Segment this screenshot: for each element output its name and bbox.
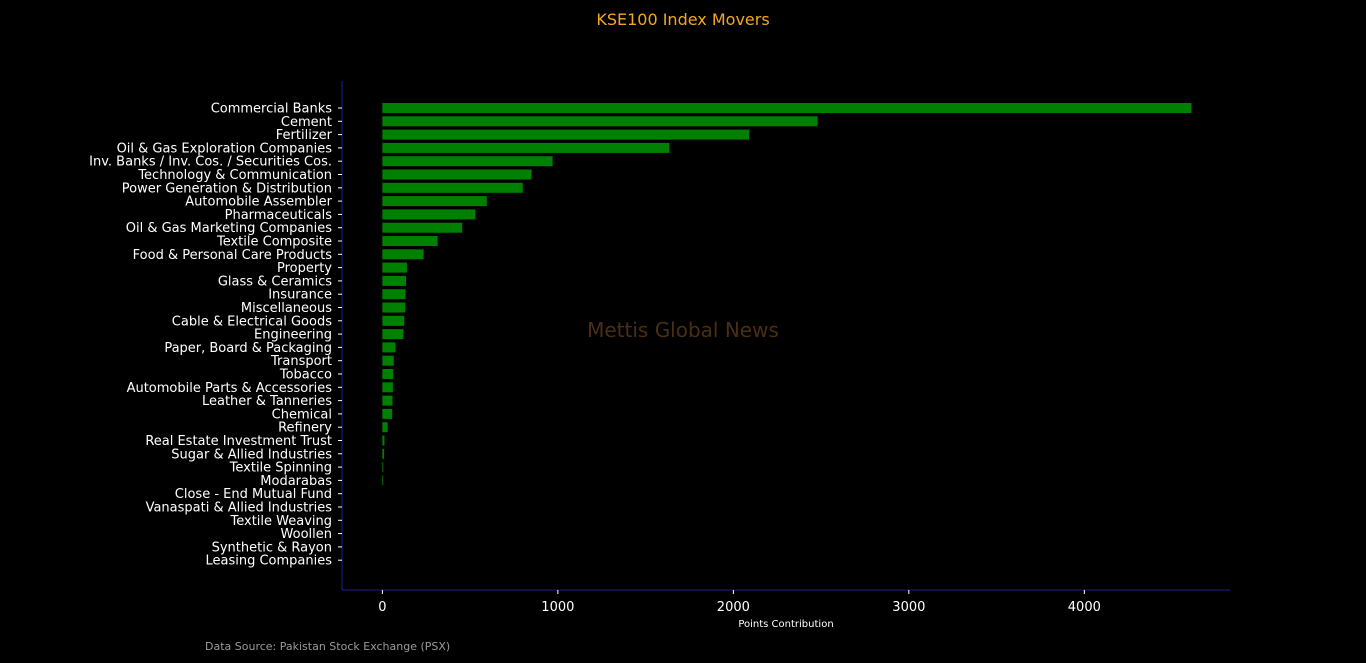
y-tick-label: Paper, Board & Packaging bbox=[164, 341, 332, 356]
chart-title: KSE100 Index Movers bbox=[596, 10, 770, 29]
y-tick-label: Oil & Gas Marketing Companies bbox=[126, 221, 332, 236]
y-tick-label: Textile Composite bbox=[216, 235, 332, 250]
y-tick-label: Real Estate Investment Trust bbox=[145, 434, 332, 449]
y-tick-label: Tobacco bbox=[279, 368, 332, 383]
bar bbox=[382, 302, 406, 313]
y-tick-label: Modarabas bbox=[260, 474, 332, 489]
y-tick-label: Leather & Tanneries bbox=[202, 394, 332, 409]
y-tick-label: Pharmaceuticals bbox=[225, 208, 333, 223]
y-tick-label: Technology & Communication bbox=[137, 168, 332, 183]
y-tick-label: Fertilizer bbox=[276, 128, 333, 143]
bar bbox=[382, 382, 393, 393]
bar bbox=[382, 249, 424, 260]
y-tick-label: Power Generation & Distribution bbox=[122, 181, 332, 196]
bar bbox=[382, 422, 388, 433]
y-tick-label: Engineering bbox=[254, 328, 332, 343]
bar bbox=[382, 103, 1192, 113]
bar bbox=[382, 408, 393, 419]
x-tick-label: 1000 bbox=[541, 600, 574, 615]
y-tick-label: Oil & Gas Exploration Companies bbox=[117, 141, 333, 156]
y-tick-label: Property bbox=[277, 261, 332, 276]
y-tick-label: Vanaspati & Allied Industries bbox=[146, 501, 333, 516]
y-tick-label: Refinery bbox=[278, 421, 332, 436]
bar bbox=[382, 342, 396, 353]
y-tick-label: Automobile Parts & Accessories bbox=[127, 381, 333, 396]
y-tick-label: Miscellaneous bbox=[241, 301, 332, 316]
bar bbox=[382, 355, 394, 366]
y-tick-label: Commercial Banks bbox=[211, 102, 333, 117]
bar bbox=[382, 315, 405, 326]
y-tick-label: Leasing Companies bbox=[205, 554, 332, 569]
y-tick-label: Textile Weaving bbox=[230, 514, 333, 529]
y-tick-label: Insurance bbox=[268, 288, 332, 303]
y-tick-label: Textile Spinning bbox=[229, 461, 332, 476]
y-tick-label: Close - End Mutual Fund bbox=[175, 487, 332, 502]
y-tick-label: Synthetic & Rayon bbox=[212, 540, 332, 555]
y-tick-label: Sugar & Allied Industries bbox=[171, 447, 332, 462]
y-tick-label: Woollen bbox=[281, 527, 332, 542]
x-tick-label: 3000 bbox=[892, 600, 925, 615]
y-tick-label: Food & Personal Care Products bbox=[133, 248, 333, 263]
x-axis-label: Points Contribution bbox=[738, 619, 833, 630]
bar bbox=[382, 169, 532, 180]
bar bbox=[382, 156, 553, 167]
bar bbox=[382, 448, 385, 459]
bar bbox=[382, 329, 404, 340]
bar bbox=[382, 116, 818, 127]
y-tick-label: Automobile Assembler bbox=[185, 195, 332, 210]
bar bbox=[382, 236, 438, 246]
y-tick-label: Cable & Electrical Goods bbox=[172, 314, 332, 329]
y-tick-label: Chemical bbox=[272, 407, 332, 422]
bar bbox=[382, 395, 393, 406]
bar bbox=[382, 462, 384, 473]
bar bbox=[382, 182, 523, 193]
bar bbox=[382, 222, 463, 233]
bar bbox=[382, 129, 750, 140]
bar bbox=[382, 369, 394, 379]
bar bbox=[382, 209, 476, 220]
bar bbox=[382, 475, 384, 486]
bar bbox=[382, 275, 407, 286]
bar bbox=[382, 196, 487, 207]
bar bbox=[382, 289, 406, 300]
data-source-note: Data Source: Pakistan Stock Exchange (PS… bbox=[205, 640, 451, 653]
bar bbox=[382, 262, 407, 273]
y-tick-label: Inv. Banks / Inv. Cos. / Securities Cos. bbox=[89, 155, 332, 170]
y-tick-label: Transport bbox=[270, 354, 332, 369]
bar bbox=[382, 435, 385, 446]
x-tick-label: 0 bbox=[378, 600, 386, 615]
y-tick-label: Cement bbox=[281, 115, 332, 130]
bar bbox=[382, 142, 670, 153]
x-tick-label: 4000 bbox=[1068, 600, 1101, 615]
x-tick-label: 2000 bbox=[717, 600, 750, 615]
watermark: Mettis Global News bbox=[587, 318, 779, 342]
y-tick-label: Glass & Ceramics bbox=[218, 274, 332, 289]
